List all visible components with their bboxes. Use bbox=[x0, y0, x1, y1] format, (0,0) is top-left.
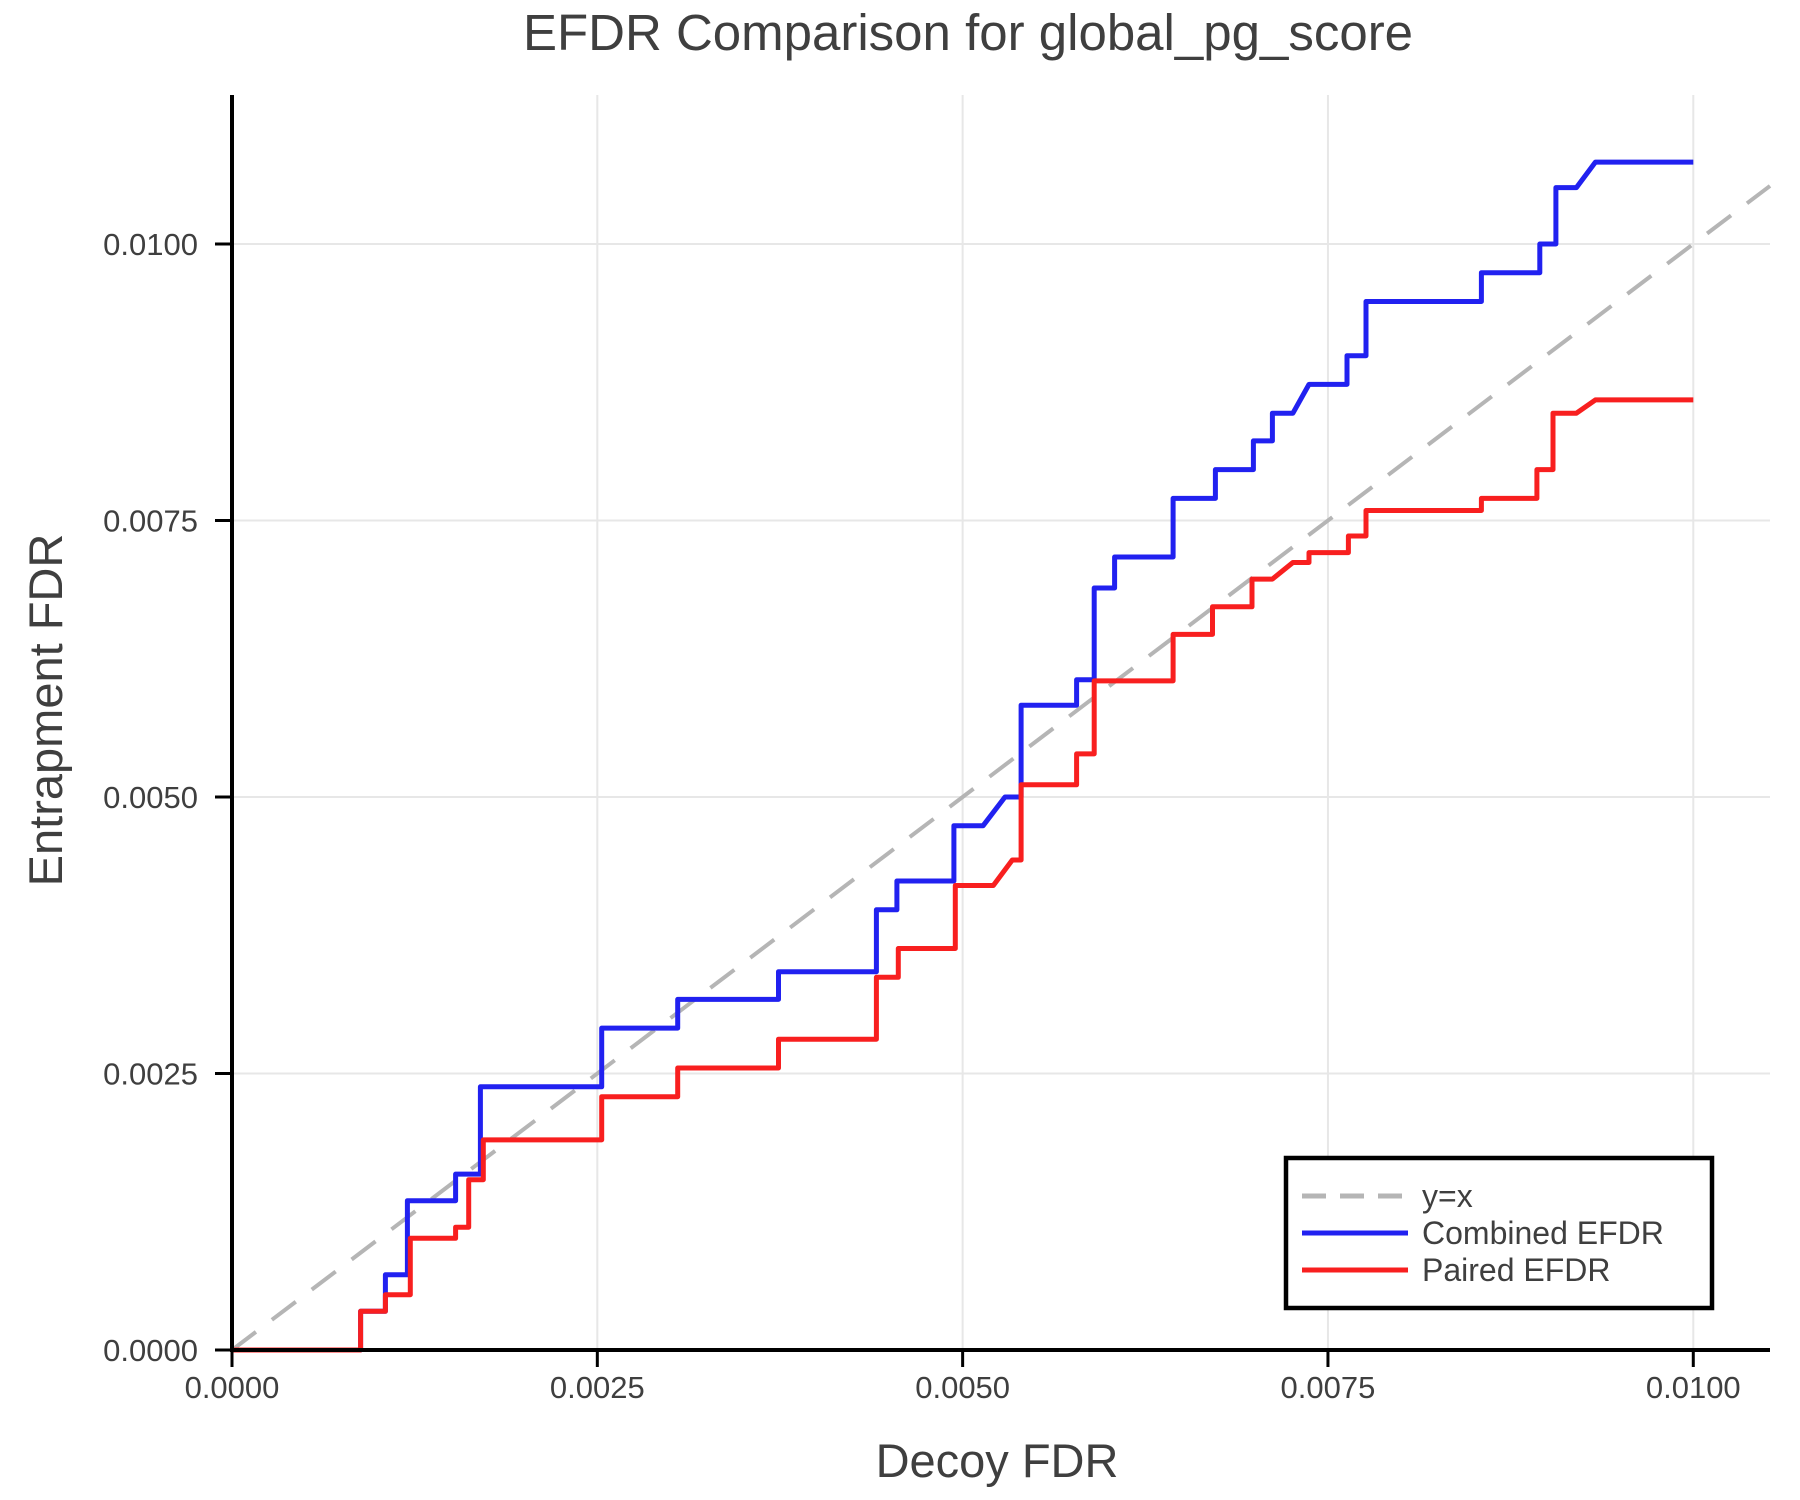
tick-labels: 0.0000 0.0025 0.0050 0.0075 0.0100 0.0000 0.00… bbox=[103, 227, 1741, 1405]
x-axis-title: Decoy FDR bbox=[876, 1434, 1119, 1487]
x-tick-label: 0.0000 bbox=[185, 1370, 280, 1405]
legend-item-label: y=x bbox=[1422, 1178, 1473, 1214]
series-line-combined-efdr bbox=[232, 159, 1694, 1353]
y-tick-label: 0.0000 bbox=[103, 1333, 198, 1368]
chart-title: EFDR Comparison for global_pg_score bbox=[523, 4, 1413, 61]
y-tick-label: 0.0025 bbox=[103, 1056, 198, 1091]
y-tick-label: 0.0100 bbox=[103, 227, 198, 262]
x-tick-label: 0.0100 bbox=[1646, 1370, 1741, 1405]
legend-item-label: Paired EFDR bbox=[1422, 1252, 1611, 1288]
x-tick-label: 0.0025 bbox=[550, 1370, 645, 1405]
x-tick-label: 0.0075 bbox=[1281, 1370, 1376, 1405]
legend-item-label: Combined EFDR bbox=[1422, 1215, 1664, 1251]
y-tick-label: 0.0050 bbox=[103, 780, 198, 815]
y-axis-title: Entrapment FDR bbox=[19, 534, 72, 887]
x-tick-label: 0.0050 bbox=[915, 1370, 1010, 1405]
y-tick-label: 0.0075 bbox=[103, 503, 198, 538]
axes bbox=[215, 95, 1770, 1367]
series-lines bbox=[232, 159, 1694, 1353]
identity-line bbox=[230, 184, 1772, 1352]
identity-line-group bbox=[230, 184, 1772, 1352]
series-line-paired-efdr bbox=[232, 397, 1694, 1353]
